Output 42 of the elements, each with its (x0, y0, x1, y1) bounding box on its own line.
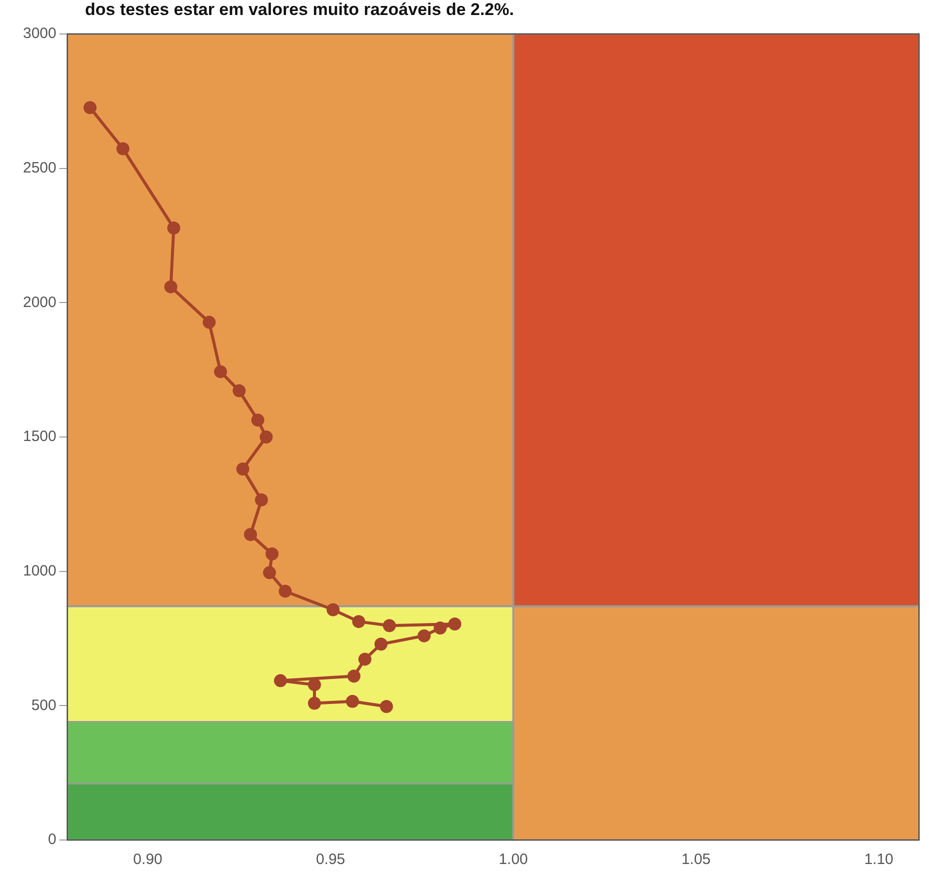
y-tick-label: 2500 (22, 159, 56, 176)
point (244, 528, 257, 542)
point (236, 462, 250, 476)
point (346, 694, 359, 708)
point (347, 670, 360, 683)
y-tick-label: 3000 (22, 25, 56, 42)
x-tick-label: 1.10 (864, 851, 894, 868)
point (260, 430, 273, 444)
x-tick-label: 0.90 (133, 851, 162, 868)
point (278, 584, 292, 598)
point (418, 629, 431, 642)
point (116, 142, 130, 156)
point (214, 365, 228, 378)
y-tick-label: 500 (31, 696, 56, 714)
point (254, 493, 268, 506)
point (352, 615, 366, 628)
point (202, 316, 216, 329)
x-tick-label: 1.05 (681, 851, 711, 868)
y-tick-label: 2000 (22, 294, 56, 311)
point (380, 700, 393, 713)
point (308, 678, 321, 692)
y-tick-label: 1000 (22, 562, 56, 580)
x-tick-label: 1.00 (498, 851, 528, 868)
point (382, 619, 396, 632)
point (308, 696, 321, 710)
point (326, 603, 340, 616)
point (251, 414, 264, 427)
point (167, 221, 180, 234)
y-tick-label: 1500 (22, 428, 56, 446)
point (448, 617, 462, 630)
point (274, 674, 287, 688)
point (232, 384, 246, 398)
point (262, 566, 276, 580)
point (358, 652, 372, 666)
point (266, 547, 279, 560)
point (434, 622, 447, 635)
text: dos testes estar em valores muito razoáveis de 2.2%. (85, 0, 514, 20)
point (84, 101, 97, 114)
x-tick-label: 0.95 (316, 851, 346, 868)
point (164, 280, 178, 294)
point (374, 638, 388, 651)
y-tick-label: 0 (48, 831, 56, 848)
